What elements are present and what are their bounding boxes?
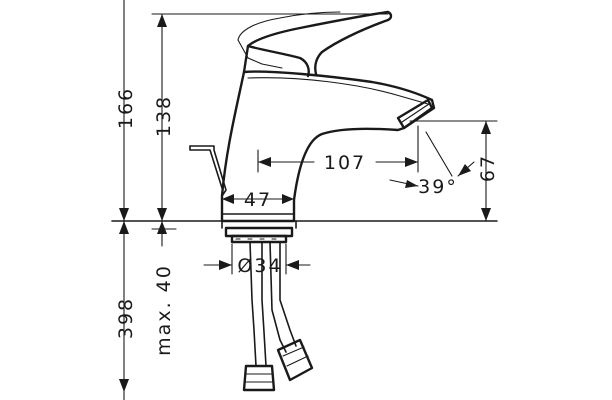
dimension-label-166: 166 — [115, 87, 137, 129]
mounting-flange — [221, 220, 297, 244]
dimension-label-47: 47 — [244, 189, 272, 211]
lever-handle — [237, 10, 393, 78]
dimension-label-398: 398 — [115, 297, 137, 339]
faucet-body — [220, 70, 436, 223]
dimension-label-39: 39° — [418, 176, 458, 198]
dimension-spout-height: 138 — [151, 13, 389, 222]
dimension-label-max40: max. 40 — [153, 264, 175, 356]
dimension-spout-angle: 39° — [389, 131, 475, 198]
dimension-total-height: 166 — [111, 0, 137, 222]
dimension-label-107: 107 — [324, 152, 366, 174]
dimension-label-138: 138 — [153, 95, 175, 137]
dimension-spout-reach: 107 — [257, 125, 419, 174]
dimension-hole-diameter: Ø34 — [203, 243, 311, 277]
drain-rod — [189, 145, 227, 197]
dimension-label-34: Ø34 — [237, 255, 282, 277]
dimension-base-width: 47 — [221, 189, 295, 211]
dimension-aerator-height: 67 — [409, 120, 499, 222]
dimension-hose-length: 398 — [115, 220, 137, 400]
supply-hoses — [242, 241, 314, 392]
dimension-max-thickness: max. 40 — [151, 220, 177, 356]
dimension-label-67: 67 — [477, 154, 499, 182]
